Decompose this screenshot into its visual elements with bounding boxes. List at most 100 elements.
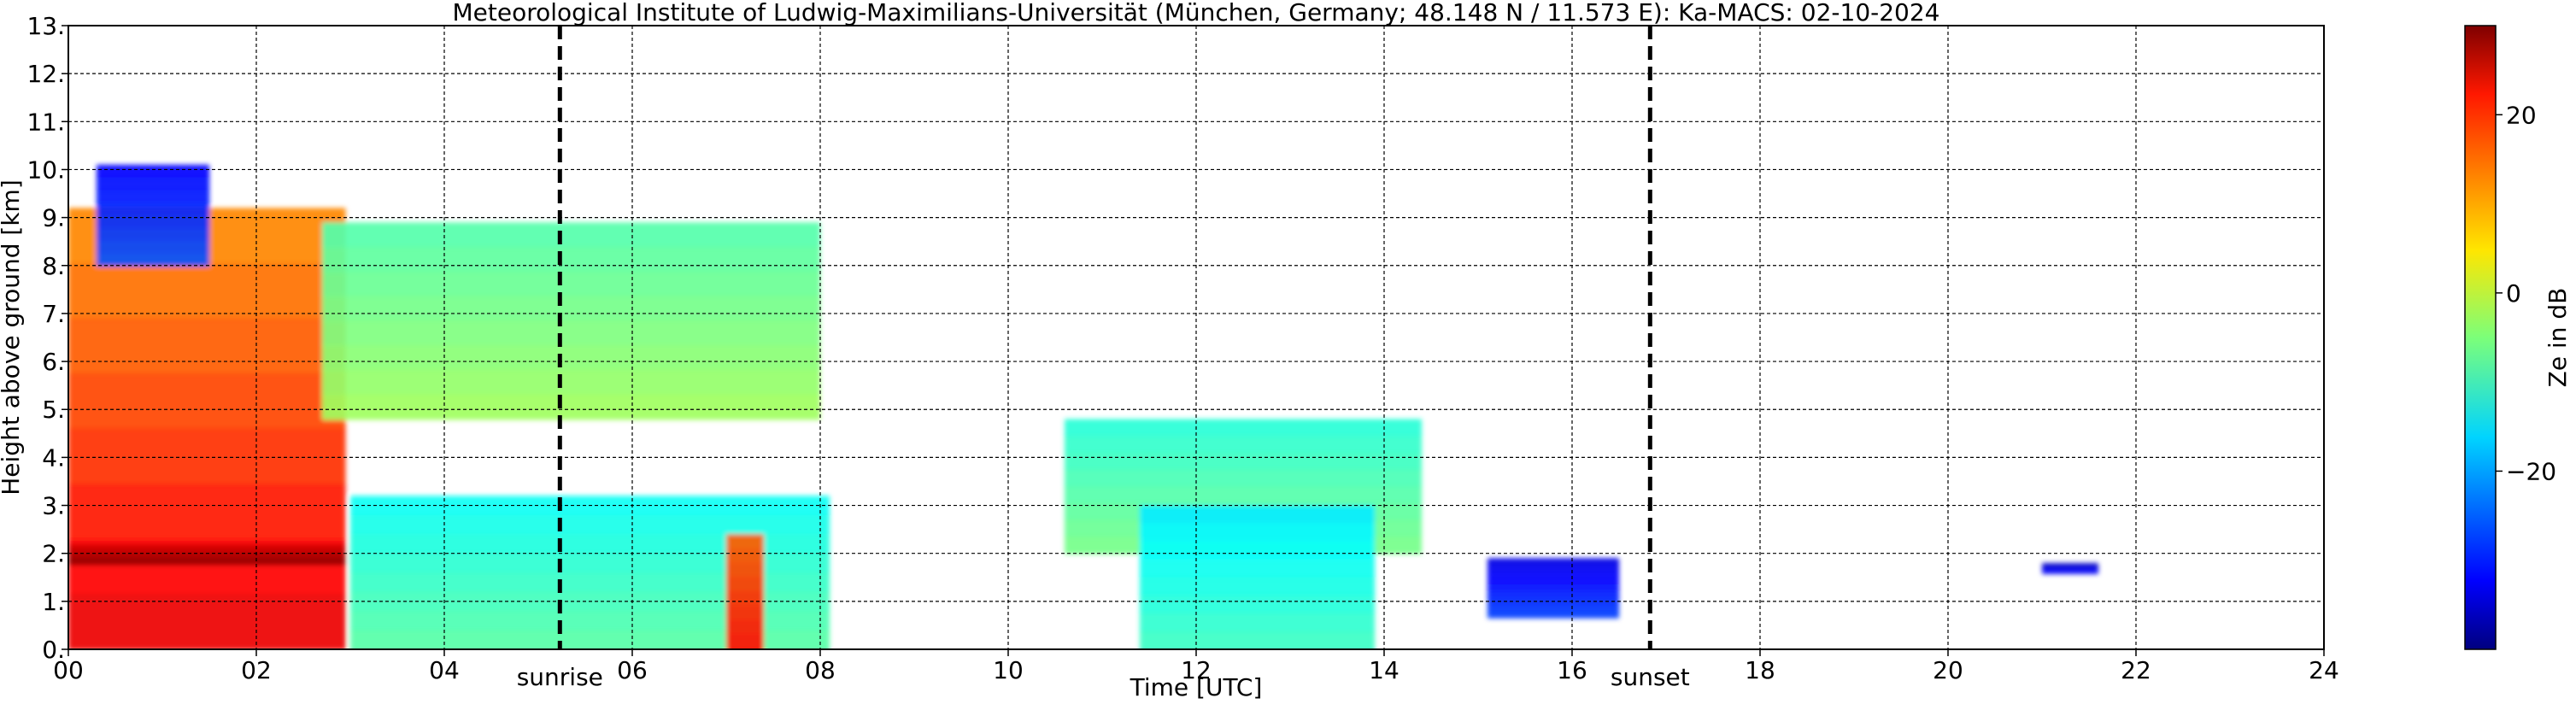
colorbar-gradient xyxy=(2464,25,2497,650)
echo-band xyxy=(68,559,346,566)
y-tick-label: 4. xyxy=(42,443,65,472)
y-tick-label: 6. xyxy=(42,348,65,376)
echo-band xyxy=(322,296,820,322)
echo-band xyxy=(726,591,764,607)
echo-band xyxy=(1140,631,1375,649)
echo-region xyxy=(1488,558,1619,619)
x-tick-label: 00 xyxy=(53,656,84,684)
echo-band xyxy=(1065,436,1422,454)
echo-band xyxy=(68,484,346,540)
echo-region xyxy=(1140,505,1375,649)
echo-band xyxy=(322,222,820,249)
x-axis-ticks: 00 02 04 06 08 10 12 14 16 18 20 22 24 xyxy=(53,649,2339,684)
sun-event-label: sunset xyxy=(1611,663,1690,691)
plot-area xyxy=(68,26,2324,665)
echo-band xyxy=(726,562,764,578)
y-tick-label: 2. xyxy=(42,540,65,568)
echo-band xyxy=(68,594,346,649)
chart-title: Meteorological Institute of Ludwig-Maxim… xyxy=(452,0,1939,26)
echo-band xyxy=(726,620,764,637)
echo-band xyxy=(1065,486,1422,504)
y-axis-label: Height above ground [km] xyxy=(0,179,25,496)
echo-band xyxy=(68,373,346,430)
echo-band xyxy=(726,534,764,550)
echo-band xyxy=(68,549,346,555)
echo-region xyxy=(2042,562,2098,574)
echo-band xyxy=(1065,419,1422,437)
colorbar: 20 0 −20 Ze in dB xyxy=(2464,25,2572,650)
echo-band xyxy=(1065,469,1422,488)
echo-region xyxy=(350,496,830,649)
y-tick-label: 9. xyxy=(42,204,65,232)
echo-band xyxy=(350,611,830,631)
y-tick-label: 1. xyxy=(42,588,65,616)
radar-echoes xyxy=(68,164,2098,665)
echo-band xyxy=(68,318,346,375)
x-tick-label: 02 xyxy=(241,656,272,684)
echo-region xyxy=(68,543,346,566)
echo-band xyxy=(1488,558,1619,566)
echo-band xyxy=(350,630,830,649)
echo-band xyxy=(97,202,209,216)
echo-band xyxy=(1140,577,1375,596)
sun-event-lines xyxy=(557,26,1652,649)
echo-band xyxy=(726,606,764,622)
x-tick-label: 12 xyxy=(1181,656,1212,684)
echo-band xyxy=(1140,613,1375,632)
colorbar-tick-label: 20 xyxy=(2506,101,2537,129)
sun-event-labels: sunrise sunset xyxy=(517,663,1690,691)
echo-band xyxy=(68,543,346,550)
echo-band xyxy=(1488,611,1619,619)
echo-band xyxy=(322,247,820,273)
y-tick-label: 12. xyxy=(26,60,65,88)
x-tick-label: 10 xyxy=(993,656,1024,684)
echo-band xyxy=(1488,590,1619,599)
echo-band xyxy=(350,534,830,554)
echo-band xyxy=(97,164,209,179)
x-tick-label: 04 xyxy=(429,656,460,684)
echo-band xyxy=(68,428,346,485)
x-tick-label: 24 xyxy=(2309,656,2339,684)
y-tick-label: 13. xyxy=(26,12,65,40)
echo-band xyxy=(322,345,820,371)
echo-band xyxy=(726,549,764,564)
echo-band xyxy=(1488,565,1619,572)
echo-region xyxy=(726,534,764,665)
y-tick-label: 3. xyxy=(42,492,65,520)
colorbar-ticks: 20 0 −20 xyxy=(2496,101,2556,485)
echo-band xyxy=(97,253,209,267)
x-tick-label: 22 xyxy=(2121,656,2151,684)
echo-band xyxy=(726,635,764,649)
echo-band xyxy=(1488,584,1619,592)
echo-band xyxy=(322,320,820,347)
echo-band xyxy=(68,554,346,560)
echo-band xyxy=(726,649,764,665)
y-tick-label: 8. xyxy=(42,252,65,280)
echo-band xyxy=(2042,562,2098,569)
echo-band xyxy=(350,514,830,536)
echo-region xyxy=(322,222,820,420)
sun-event-label: sunrise xyxy=(517,663,603,691)
echo-band xyxy=(2042,567,2098,574)
echo-band xyxy=(1140,523,1375,543)
y-tick-label: 7. xyxy=(42,300,65,328)
echo-region xyxy=(68,208,346,649)
colorbar-label: Ze in dB xyxy=(2544,288,2572,388)
echo-band xyxy=(322,394,820,420)
echo-band xyxy=(1488,571,1619,579)
y-axis-ticks: 0. 1. 2. 3. 4. 5. 6. 7. 8. 9. 10. 11. 12. 13. xyxy=(26,12,68,664)
x-axis-label: Time [UTC] xyxy=(1130,673,1263,701)
x-tick-label: 20 xyxy=(1933,656,1963,684)
grid-lines xyxy=(68,26,2324,649)
echo-band xyxy=(350,572,830,593)
x-tick-label: 18 xyxy=(1745,656,1775,684)
x-tick-label: 06 xyxy=(617,656,648,684)
echo-band xyxy=(1140,595,1375,614)
y-tick-label: 5. xyxy=(42,396,65,424)
y-tick-label: 11. xyxy=(26,108,65,136)
x-tick-label: 08 xyxy=(805,656,836,684)
echo-band xyxy=(1488,604,1619,613)
echo-band xyxy=(68,262,346,320)
echo-band xyxy=(97,214,209,229)
